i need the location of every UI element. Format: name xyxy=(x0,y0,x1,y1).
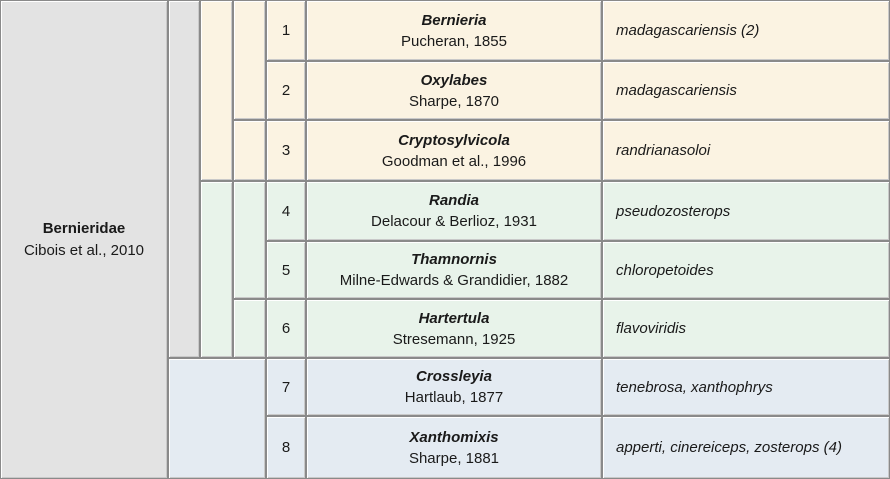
genus-authority: Stresemann, 1925 xyxy=(392,330,516,348)
species-list: flavoviridis xyxy=(616,320,687,337)
species-list: tenebrosa, xanthophrys xyxy=(616,378,773,396)
genus-name: Thamnornis xyxy=(411,251,497,268)
species-list: randrianasoloi xyxy=(616,142,711,159)
species-cell: madagascariensis (2) xyxy=(602,0,890,61)
genus-name: Hartertula xyxy=(418,309,490,327)
row-number: 5 xyxy=(266,241,306,299)
genus-cell: Bernieria Pucheran, 1855 xyxy=(306,0,602,61)
species-cell: randrianasoloi xyxy=(602,120,890,181)
species-cell: pseudozosterops xyxy=(602,181,890,241)
clade-bracket-a2 xyxy=(233,120,266,181)
row-number: 6 xyxy=(266,299,306,358)
clade-bracket-b xyxy=(200,181,233,358)
genus-authority: Milne-Edwards & Grandidier, 1882 xyxy=(339,272,569,289)
family-name: Bernieridae xyxy=(42,219,126,237)
genus-authority: Hartlaub, 1877 xyxy=(404,389,504,406)
clade-bracket-b1 xyxy=(233,181,266,299)
row-number: 4 xyxy=(266,181,306,241)
genus-cell: Cryptosylvicola Goodman et al., 1996 xyxy=(306,120,602,181)
family-authority: Cibois et al., 2010 xyxy=(23,241,145,259)
genus-authority: Sharpe, 1870 xyxy=(408,92,500,110)
species-list: chloropetoides xyxy=(616,261,714,279)
species-list: apperti, cinereiceps, zosterops (4) xyxy=(616,439,842,456)
species-cell: madagascariensis xyxy=(602,61,890,120)
genus-cell: Oxylabes Sharpe, 1870 xyxy=(306,61,602,120)
genus-name: Xanthomixis xyxy=(409,428,499,446)
row-number: 3 xyxy=(266,120,306,181)
genus-cell: Thamnornis Milne-Edwards & Grandidier, 1… xyxy=(306,241,602,299)
genus-authority: Delacour & Berlioz, 1931 xyxy=(371,213,537,230)
species-cell: apperti, cinereiceps, zosterops (4) xyxy=(602,416,890,479)
species-list: pseudozosterops xyxy=(616,202,731,220)
row-number: 2 xyxy=(266,61,306,120)
genus-cell: Xanthomixis Sharpe, 1881 xyxy=(306,416,602,479)
genus-name: Crossleyia xyxy=(416,368,492,385)
genus-authority: Goodman et al., 1996 xyxy=(381,152,527,170)
genus-name: Oxylabes xyxy=(420,71,488,89)
genus-cell: Crossleyia Hartlaub, 1877 xyxy=(306,358,602,416)
family-cell: Bernieridae Cibois et al., 2010 xyxy=(0,0,168,479)
genus-name: Cryptosylvicola xyxy=(398,131,510,149)
genus-cell: Hartertula Stresemann, 1925 xyxy=(306,299,602,358)
genus-name: Bernieria xyxy=(421,11,487,29)
clade-bracket-a xyxy=(200,0,233,181)
clade-bracket-a1 xyxy=(233,0,266,120)
clade-bracket-b2 xyxy=(233,299,266,358)
row-number: 8 xyxy=(266,416,306,479)
genus-name: Randia xyxy=(428,192,479,209)
row-number: 1 xyxy=(266,0,306,61)
clade-bracket-core xyxy=(168,0,200,358)
genus-authority: Pucheran, 1855 xyxy=(401,32,507,50)
species-cell: flavoviridis xyxy=(602,299,890,358)
species-cell: chloropetoides xyxy=(602,241,890,299)
clade-bracket-c xyxy=(168,358,266,479)
row-number: 7 xyxy=(266,358,306,416)
species-cell: tenebrosa, xanthophrys xyxy=(602,358,890,416)
species-list: madagascariensis (2) xyxy=(616,22,760,39)
genus-cell: Randia Delacour & Berlioz, 1931 xyxy=(306,181,602,241)
species-list: madagascariensis xyxy=(616,82,737,99)
genus-authority: Sharpe, 1881 xyxy=(408,449,500,467)
